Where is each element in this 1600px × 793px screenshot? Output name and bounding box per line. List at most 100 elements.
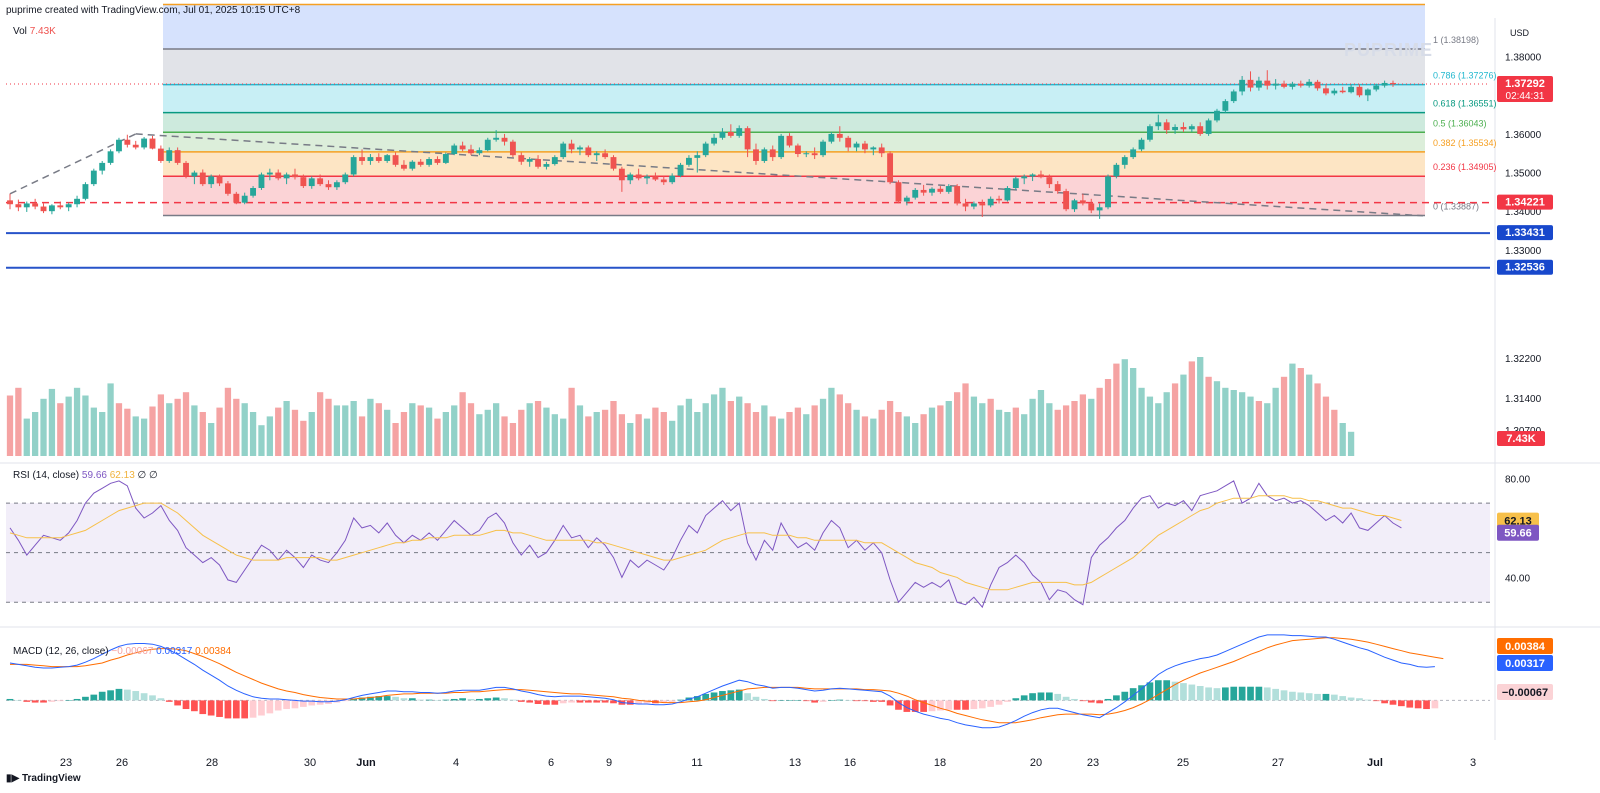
candle-body [241,195,248,203]
volume-bar [23,418,30,456]
rsi-axis-label: 59.66 [1504,528,1532,540]
fib-level-label: 0.236 (1.34905) [1433,162,1497,172]
candle-body [1046,177,1053,185]
rsi-axis-tick: 80.00 [1505,474,1530,485]
time-axis-tick: 13 [789,757,801,769]
macd-histogram-bar [1364,699,1372,701]
volume-legend[interactable]: Vol 7.43K [13,26,56,37]
macd-histogram-bar [1196,686,1204,701]
rsi-axis-tick: 40.00 [1505,573,1530,584]
macd-histogram-bar [811,700,819,703]
time-axis-tick: 11 [691,757,702,769]
volume-bar [1171,383,1179,456]
macd-histogram-bar [191,700,198,712]
macd-histogram-bar [232,700,240,719]
candle-body [996,198,1002,201]
macd-histogram-bar [1062,696,1070,701]
candle-body [736,128,743,136]
macd-histogram-bar [266,700,274,714]
volume-bar [333,405,341,456]
macd-histogram-bar [1406,700,1414,708]
volume-bar [895,412,902,456]
candle-body [132,144,139,148]
macd-legend[interactable]: MACD (12, 26, close) −0.00067 0.00317 0.… [13,646,231,657]
volume-bar [417,405,424,456]
macd-axis-label: −0.00067 [1502,687,1548,699]
macd-histogram-bar [1020,695,1028,701]
volume-bar [669,420,676,456]
macd-hist-legend-value: −0.00067 [111,646,154,657]
macd-histogram-bar [1205,687,1212,701]
candle-body [90,170,97,185]
volume-bar [1280,376,1288,456]
time-axis-tick: 6 [548,757,554,769]
macd-histogram-bar [794,700,802,701]
candle-body [283,174,290,179]
macd-histogram-bar [1263,687,1271,701]
volume-bar [358,416,366,456]
volume-bar [635,414,642,456]
candle-body [74,198,80,205]
candle-body [434,159,441,163]
volume-bar [1004,412,1011,456]
candle-body [845,137,852,148]
volume-bar [283,401,290,456]
volume-bar [811,405,818,456]
candle-body [1230,91,1237,102]
volume-bar [266,416,273,456]
volume-bar [409,403,416,456]
candle-body [7,200,13,205]
macd-histogram-bar [140,693,148,701]
volume-bar [73,387,81,456]
volume-bar [1046,403,1053,456]
candle-body [685,157,692,165]
tradingview-logo: ▮▶ TradingView [6,773,81,784]
volume-bar [40,398,47,456]
volume-bar [157,394,165,456]
volume-bar [593,412,600,456]
rsi-legend[interactable]: RSI (14, close) 59.66 62.13 ∅ ∅ [13,470,158,481]
volume-bar [1071,401,1078,456]
candle-body [1138,139,1145,150]
candle-body [962,203,969,207]
macd-histogram-bar [1322,693,1330,701]
candle-body [1088,203,1095,211]
candle-body [65,204,72,208]
macd-legend-title: MACD (12, 26, close) [13,646,109,657]
macd-histogram-bar [1113,695,1120,701]
macd-histogram-bar [886,700,894,706]
rsi-axis-label: 62.13 [1504,516,1532,528]
macd-axis-label-bg [1497,638,1553,654]
volume-bar [1197,357,1204,456]
rsi-legend-title: RSI (14, close) [13,470,80,481]
volume-bar [174,398,181,456]
macd-histogram-bar [878,700,886,702]
candle-body [1381,82,1388,86]
candle-body [811,153,818,156]
macd-histogram-bar [660,700,668,703]
currency-label[interactable]: USD [1510,28,1530,38]
rsi-line [9,480,1402,609]
candle-body [862,143,868,150]
rsi-axis-label-bg [1497,524,1539,541]
macd-histogram-bar [1037,692,1045,701]
candle-body [1306,81,1313,86]
macd-histogram-bar [576,700,584,703]
candle-body [568,143,575,150]
macd-histogram-bar [819,700,827,702]
fib-level-label: 0.382 (1.35534) [1433,138,1497,148]
macd-histogram-bar [1012,698,1020,701]
signal-legend-value: 0.00384 [195,646,232,657]
macd-histogram-bar [216,700,223,717]
candle-body [275,172,282,179]
volume-bar [149,406,156,456]
candle-body [618,168,625,181]
macd-histogram-bar [1171,681,1179,701]
macd-histogram-bar [107,690,114,701]
macd-histogram-bar [434,700,441,701]
volume-bar [962,383,969,456]
macd-histogram-bar [1045,692,1053,701]
volume-bar [928,407,936,456]
volume-bar [308,412,315,456]
